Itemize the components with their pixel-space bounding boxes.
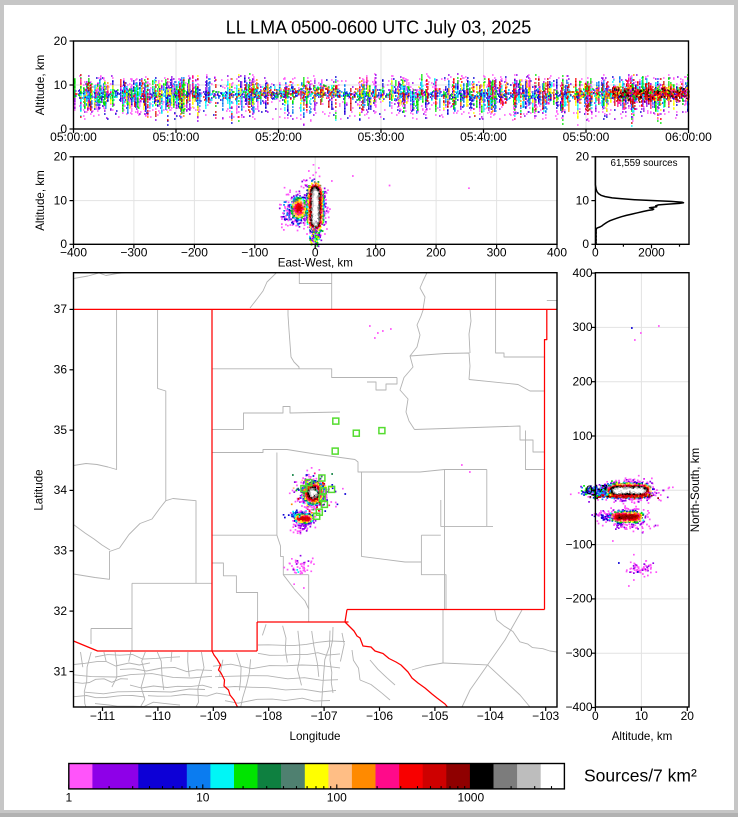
- svg-text:−200: −200: [565, 592, 592, 606]
- svg-text:−110: −110: [145, 709, 171, 723]
- svg-text:−300: −300: [565, 646, 592, 660]
- svg-text:−111: −111: [90, 709, 116, 723]
- svg-text:05:00:00: 05:00:00: [50, 130, 97, 144]
- svg-text:400: 400: [547, 245, 567, 259]
- svg-text:−105: −105: [421, 709, 448, 723]
- svg-text:0: 0: [582, 237, 589, 251]
- svg-text:20: 20: [681, 709, 695, 723]
- svg-text:0: 0: [60, 237, 67, 251]
- svg-text:05:10:00: 05:10:00: [153, 130, 200, 144]
- svg-text:06:00:00: 06:00:00: [665, 130, 712, 144]
- svg-text:−300: −300: [120, 245, 147, 259]
- svg-text:−108: −108: [255, 709, 282, 723]
- svg-text:400: 400: [572, 266, 592, 280]
- svg-text:20: 20: [576, 150, 590, 164]
- svg-text:−200: −200: [181, 245, 208, 259]
- svg-text:1: 1: [65, 791, 72, 805]
- svg-text:200: 200: [572, 375, 592, 389]
- svg-text:−400: −400: [565, 700, 592, 714]
- svg-text:−106: −106: [366, 709, 393, 723]
- svg-text:−100: −100: [241, 245, 268, 259]
- svg-text:10: 10: [54, 193, 68, 207]
- svg-text:20: 20: [54, 34, 68, 48]
- svg-text:100: 100: [572, 429, 592, 443]
- svg-text:0: 0: [312, 245, 319, 259]
- svg-text:North-South, km: North-South, km: [689, 448, 702, 532]
- svg-text:−104: −104: [477, 709, 504, 723]
- svg-text:0: 0: [592, 709, 599, 723]
- svg-text:37: 37: [54, 302, 68, 316]
- svg-text:0: 0: [60, 122, 67, 136]
- svg-text:0: 0: [592, 245, 599, 259]
- svg-text:300: 300: [487, 245, 507, 259]
- svg-text:100: 100: [366, 245, 386, 259]
- svg-text:36: 36: [54, 363, 68, 377]
- svg-text:−400: −400: [60, 245, 87, 259]
- svg-text:05:40:00: 05:40:00: [460, 130, 507, 144]
- svg-text:Sources/7 km²: Sources/7 km²: [584, 766, 697, 786]
- svg-text:34: 34: [54, 483, 68, 497]
- svg-text:Altitude, km: Altitude, km: [34, 55, 47, 116]
- svg-text:2000: 2000: [638, 245, 665, 259]
- svg-text:61,559 sources: 61,559 sources: [611, 158, 678, 169]
- svg-text:0: 0: [586, 483, 593, 497]
- svg-text:33: 33: [54, 544, 68, 558]
- svg-text:Latitude: Latitude: [33, 469, 46, 510]
- svg-text:31: 31: [54, 664, 68, 678]
- svg-text:1000: 1000: [457, 791, 484, 805]
- svg-text:100: 100: [327, 791, 347, 805]
- svg-text:35: 35: [54, 423, 68, 437]
- svg-text:LL LMA 0500-0600 UTC July 03,: LL LMA 0500-0600 UTC July 03, 2025: [226, 18, 532, 38]
- svg-text:05:50:00: 05:50:00: [563, 130, 610, 144]
- svg-text:05:30:00: 05:30:00: [358, 130, 405, 144]
- svg-text:−107: −107: [311, 709, 338, 723]
- svg-text:−100: −100: [565, 537, 592, 551]
- svg-text:32: 32: [54, 604, 68, 618]
- svg-text:10: 10: [54, 78, 68, 92]
- svg-text:10: 10: [576, 193, 590, 207]
- svg-text:Altitude, km: Altitude, km: [612, 730, 673, 743]
- svg-text:Longitude: Longitude: [290, 730, 341, 743]
- svg-text:10: 10: [196, 791, 210, 805]
- svg-text:−103: −103: [532, 709, 559, 723]
- svg-text:Altitude, km: Altitude, km: [34, 170, 47, 231]
- svg-text:East-West, km: East-West, km: [278, 257, 353, 270]
- svg-text:−109: −109: [200, 709, 227, 723]
- svg-text:200: 200: [426, 245, 446, 259]
- svg-text:10: 10: [635, 709, 649, 723]
- svg-text:20: 20: [54, 150, 68, 164]
- svg-text:05:20:00: 05:20:00: [255, 130, 302, 144]
- svg-text:300: 300: [572, 320, 592, 334]
